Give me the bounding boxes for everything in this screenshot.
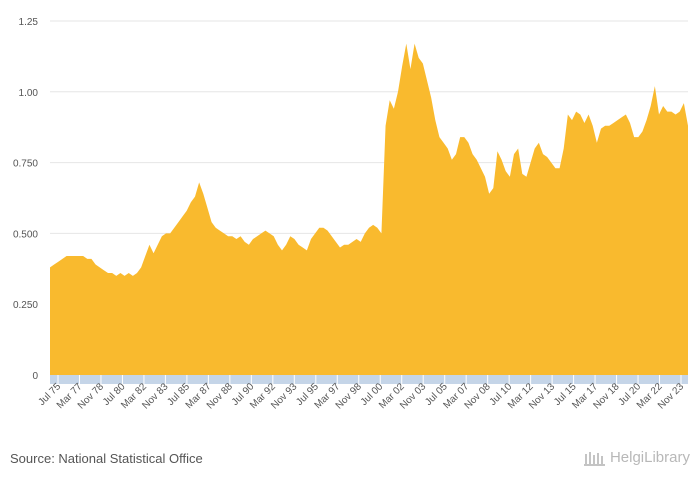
source-note: Source: National Statistical Office	[10, 451, 203, 466]
y-axis: 0 0.250 0.500 0.750 1.00 1.25	[13, 17, 38, 382]
brand-logo: HelgiLibrary	[583, 449, 690, 466]
library-icon	[583, 451, 605, 466]
area-series	[50, 43, 688, 375]
y-tick-label: 1.00	[19, 88, 39, 99]
y-tick-label: 0.500	[13, 229, 38, 240]
x-axis-band	[50, 375, 688, 384]
y-tick-label: 1.25	[19, 17, 39, 28]
y-tick-label: 0	[32, 371, 38, 382]
brand-name: HelgiLibrary	[609, 449, 690, 466]
y-tick-label: 0.250	[13, 300, 38, 311]
x-axis	[50, 375, 688, 384]
y-tick-label: 0.750	[13, 159, 38, 170]
